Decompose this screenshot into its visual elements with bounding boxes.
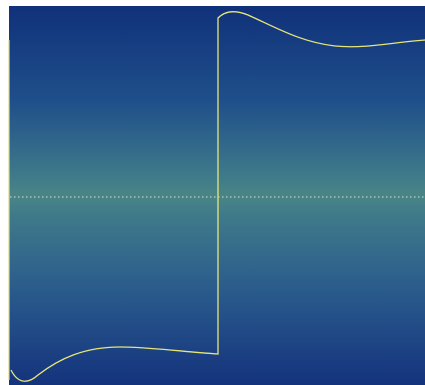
waveform-display-area[interactable] [9,6,425,385]
waveform-trace [10,10,425,382]
